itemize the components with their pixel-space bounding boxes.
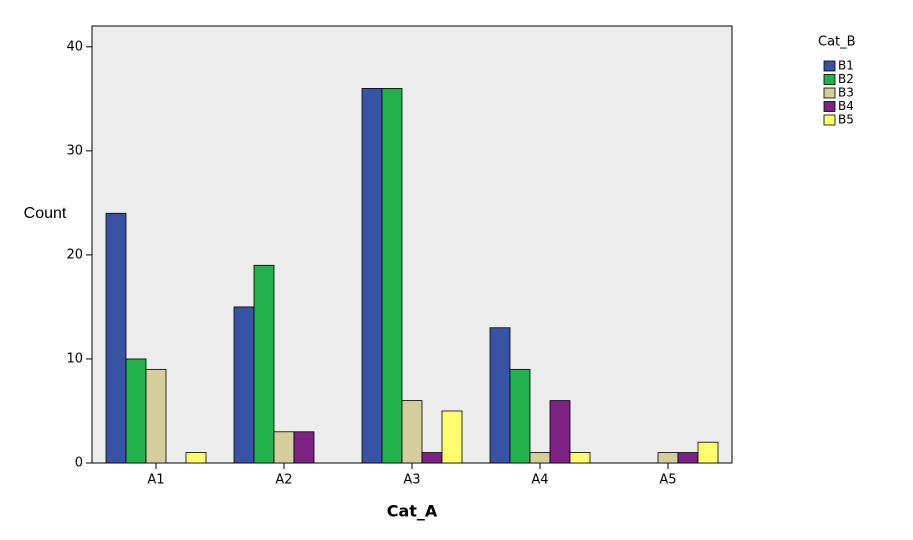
bar — [529, 452, 551, 464]
x-tick-label: A5 — [659, 473, 676, 488]
bar — [657, 452, 679, 464]
y-tick-label: 20 — [66, 247, 83, 262]
legend-title: Cat_B — [818, 35, 856, 50]
bar — [105, 212, 127, 464]
legend-label: B3 — [838, 86, 854, 100]
plot-area — [91, 25, 733, 464]
x-tick-label: A3 — [403, 473, 420, 488]
legend-swatch — [823, 101, 836, 112]
bar — [509, 368, 531, 464]
bar — [401, 400, 423, 464]
legend-label: B4 — [838, 99, 854, 113]
bar — [549, 400, 571, 464]
bar — [441, 410, 463, 464]
bar — [233, 306, 255, 464]
y-tick-label: 30 — [66, 143, 83, 158]
y-axis-label: Count — [24, 205, 67, 222]
legend-swatch — [823, 114, 836, 126]
bar — [253, 264, 275, 464]
y-tick-label: 0 — [75, 456, 83, 471]
bar — [569, 452, 591, 464]
legend-label: B1 — [838, 59, 854, 73]
x-tick-label: A2 — [275, 473, 292, 488]
legend-swatch — [823, 74, 836, 85]
bar — [489, 327, 511, 464]
bar — [421, 452, 443, 464]
bar — [677, 452, 699, 464]
legend-swatch — [823, 87, 836, 99]
x-tick-label: A1 — [147, 473, 164, 488]
bar — [145, 368, 167, 464]
y-tick-label: 40 — [66, 39, 83, 54]
x-tick-label: A4 — [531, 473, 548, 488]
bar — [697, 441, 719, 464]
legend-label: B5 — [838, 113, 854, 127]
bar — [381, 88, 403, 464]
y-tick-label: 10 — [66, 351, 83, 366]
bar — [293, 431, 315, 464]
bar — [125, 358, 147, 464]
bar — [361, 88, 383, 464]
bar — [273, 431, 295, 464]
x-axis-label: Cat_A — [387, 502, 438, 521]
legend-swatch — [823, 60, 836, 72]
bar — [185, 452, 207, 464]
legend-label: B2 — [838, 72, 854, 86]
